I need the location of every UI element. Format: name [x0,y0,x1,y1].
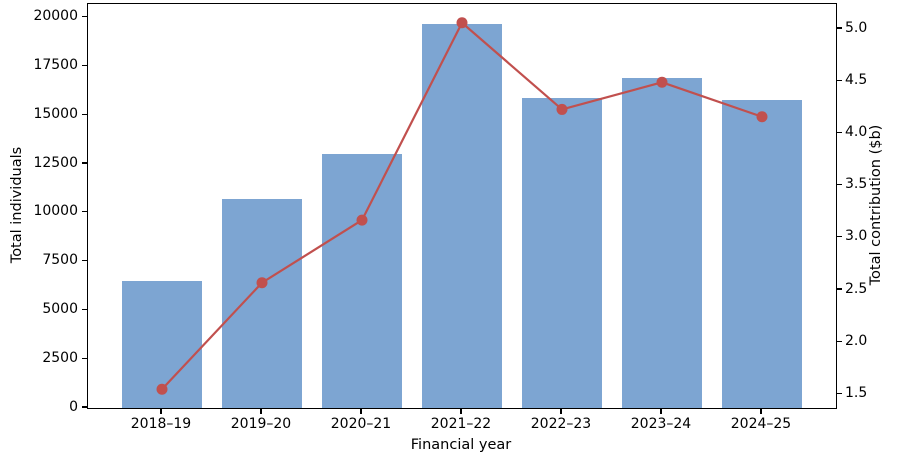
tick-mark [360,408,362,414]
ytick-right-1.5: 1.5 [845,384,868,401]
xtick-2019–20: 2019–20 [230,416,292,432]
ytick-right-3.0: 3.0 [845,228,868,245]
ytick-right-2.5: 2.5 [845,280,868,297]
xtick-2018–19: 2018–19 [130,416,192,432]
tick-mark [836,340,842,342]
bar-2021–22 [422,23,502,408]
tick-mark [836,79,842,81]
tick-mark [836,236,842,238]
ytick-left-2500: 2500 [42,349,78,366]
tick-mark [760,408,762,414]
ytick-left-17500: 17500 [33,56,78,73]
tick-mark [560,408,562,414]
tick-mark [82,113,87,115]
xtick-2022–23: 2022–23 [530,416,592,432]
tick-mark [836,183,842,186]
tick-mark [82,259,87,262]
tick-mark [836,392,842,395]
xtick-2020–21: 2020–21 [330,416,392,432]
ytick-right-3.5: 3.5 [845,176,868,193]
ytick-left-5000: 5000 [42,300,78,317]
xtick-2023–24: 2023–24 [630,416,692,432]
bar-2020–21 [322,154,402,408]
bar-2019–20 [222,199,302,408]
ytick-right-2.0: 2.0 [845,332,868,349]
ytick-right-5.0: 5.0 [845,19,868,36]
ytick-left-7500: 7500 [42,252,78,269]
ytick-left-20000: 20000 [33,8,78,25]
tick-mark [836,27,842,29]
bar-2022–23 [522,97,602,408]
ytick-left-10000: 10000 [33,203,78,220]
tick-mark [82,406,87,408]
x-axis-label: Financial year [410,437,512,453]
bar-2024–25 [722,99,802,408]
tick-mark [660,408,662,414]
tick-mark [460,408,462,414]
bar-2018–19 [122,281,202,408]
tick-mark [82,64,87,67]
xtick-2021–22: 2021–22 [430,416,492,432]
tick-mark [82,162,87,164]
y-axis-label-left: Total individuals [9,146,25,264]
tick-mark [82,16,87,18]
y-axis-label-right: Total contribution ($b) [868,124,884,286]
bar-2023–24 [622,78,702,408]
ytick-left-12500: 12500 [33,154,78,171]
tick-mark [836,131,842,134]
tick-mark [260,408,262,414]
tick-mark [82,357,87,359]
tick-mark [160,408,162,414]
plot-area [87,3,837,409]
ytick-left-0: 0 [69,398,78,415]
tick-mark [82,308,87,311]
ytick-left-15000: 15000 [33,105,78,122]
tick-mark [836,288,842,290]
ytick-right-4.5: 4.5 [845,71,868,88]
tick-mark [82,211,87,213]
xtick-2024–25: 2024–25 [730,416,792,432]
ytick-right-4.0: 4.0 [845,123,868,140]
